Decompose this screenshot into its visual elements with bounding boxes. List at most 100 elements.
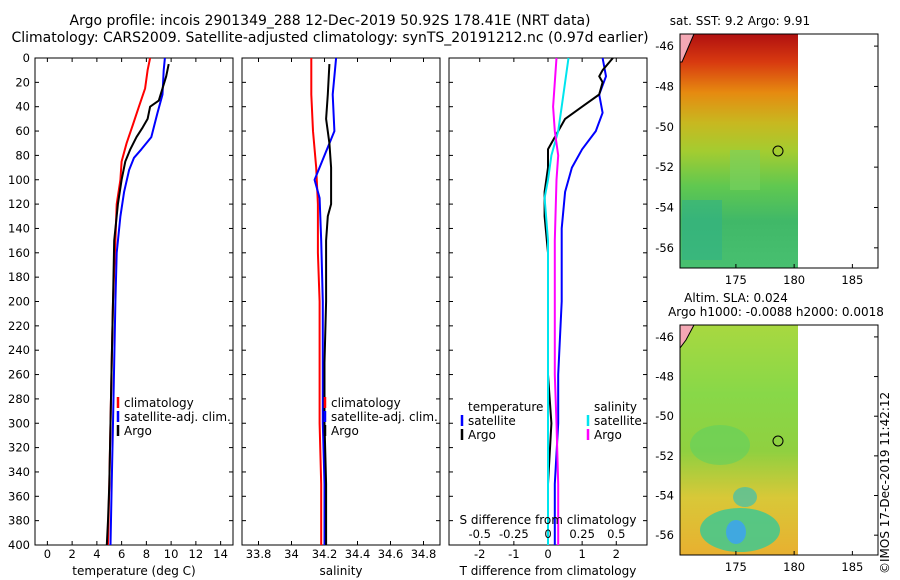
depth-tick-label: 300 <box>8 416 30 430</box>
s-tick-label: 0.5 <box>607 527 625 541</box>
sst-x-ticks: 175 180 185 <box>725 264 863 287</box>
x-axis-label: T difference from climatology <box>459 564 637 578</box>
series-line-argo <box>323 64 333 545</box>
x-tick-label: 2 <box>68 547 75 561</box>
sla-argo-location-marker <box>772 435 784 447</box>
sst-map-frame <box>679 33 879 269</box>
depth-tick-label: 180 <box>8 270 30 284</box>
x-tick-label: -2 <box>474 547 485 561</box>
map-x-tick-label: 175 <box>725 560 747 574</box>
map-y-tick-label: -52 <box>655 160 674 174</box>
sla-no-data <box>798 325 878 555</box>
depth-tick-label: 280 <box>8 392 30 406</box>
sst-patch-cool <box>682 200 722 260</box>
depth-tick-label: 320 <box>8 441 30 455</box>
sla-patch-green <box>690 425 750 465</box>
sla-y-ticks: -46 -48 -50 -52 -54 -56 <box>655 330 878 542</box>
depth-tick-label: 140 <box>8 221 30 235</box>
legend-item: satellite-adj. clim. <box>331 410 438 424</box>
map-x-tick-label: 180 <box>783 560 805 574</box>
depth-tick-label: 340 <box>8 465 30 479</box>
sst-argo-location-marker <box>772 145 784 157</box>
depth-tick-label: 100 <box>8 173 30 187</box>
s-tick-label: -0.25 <box>499 527 529 541</box>
legend-item: climatology <box>331 396 401 410</box>
map-y-tick-label: -52 <box>655 449 674 463</box>
depth-tick-label: 120 <box>8 197 30 211</box>
x-tick-label: 14 <box>213 547 228 561</box>
series-line-t-satellite <box>553 57 607 545</box>
depth-tick-label: 200 <box>8 295 30 309</box>
x-tick-label: 12 <box>189 547 204 561</box>
x-tick-label: 10 <box>164 547 179 561</box>
map-y-tick-label: -48 <box>655 370 674 384</box>
map-x-tick-label: 185 <box>841 273 863 287</box>
s-tick-label: 0.25 <box>569 527 595 541</box>
legend-item: satellite <box>468 414 516 428</box>
s-axis-label: S difference from climatology <box>460 513 637 527</box>
series-line-argo <box>105 63 170 546</box>
series-line-climatology <box>107 57 152 546</box>
sla-map: -46 -48 -50 -52 -54 -56 175 180 185 <box>655 324 879 574</box>
sla-patch-low <box>726 520 746 544</box>
x-tick-label: 8 <box>143 547 150 561</box>
salinity-panel: 33.8 34 34.2 34.4 34.6 34.8 salinity climatolog… <box>241 57 441 578</box>
depth-tick-label: 360 <box>8 489 30 503</box>
legend-item: satellite <box>594 414 642 428</box>
depth-tick-label: 220 <box>8 319 30 333</box>
x-tick-label: 0 <box>544 547 551 561</box>
depth-tick-label: 260 <box>8 368 30 382</box>
depth-tick-label: 0 <box>23 51 30 65</box>
title-line-1: Argo profile: incois 2901349_288 12-Dec-… <box>70 13 591 29</box>
x-tick-label: 34.4 <box>345 547 371 561</box>
x-tick-label: 6 <box>118 547 125 561</box>
legend-title-salinity: salinity <box>594 400 637 414</box>
x-tick-label: -1 <box>508 547 519 561</box>
x-tick-label: 34.2 <box>312 547 338 561</box>
sla-map-title-2: Argo h1000: -0.0088 h2000: 0.0018 <box>668 305 884 319</box>
sla-patch-mid <box>733 487 757 507</box>
sst-y-ticks: -46 -48 -50 -52 -54 -56 <box>655 39 878 255</box>
depth-tick-label: 240 <box>8 343 30 357</box>
sst-patch <box>730 150 760 190</box>
series-line-s-argo <box>552 57 560 545</box>
map-y-tick-label: -54 <box>655 200 674 214</box>
sla-map-frame <box>679 324 879 556</box>
x-tick-label: 33.8 <box>246 547 272 561</box>
legend-item: climatology <box>124 396 194 410</box>
legend-title-temperature: temperature <box>468 400 543 414</box>
title-line-2: Climatology: CARS2009. Satellite-adjuste… <box>11 30 648 46</box>
sla-map-title-1: Altim. SLA: 0.024 <box>684 291 788 305</box>
series-line-climatology <box>310 58 323 545</box>
sla-x-ticks: 175 180 185 <box>725 551 863 574</box>
x-tick-label: 4 <box>93 547 100 561</box>
imos-credit: ©IMOS 17-Dec-2019 11:42:12 <box>878 392 892 574</box>
map-y-tick-label: -50 <box>655 409 674 423</box>
depth-tick-label: 380 <box>8 514 30 528</box>
s-tick-label: -0.5 <box>468 527 490 541</box>
plot-frame <box>34 57 234 546</box>
x-tick-label: 1 <box>578 547 585 561</box>
difference-panel: -2 -1 0 1 2 T difference from climatology -0.5… <box>448 57 648 578</box>
series-line-s-satellite <box>543 57 570 545</box>
s-tick-label: 0 <box>544 527 551 541</box>
map-y-tick-label: -46 <box>655 39 674 53</box>
depth-axis: 0 20 40 60 80 100 120 140 160 180 200 220 240 260 280 3… <box>8 51 30 552</box>
sst-map-title: sat. SST: 9.2 Argo: 9.91 <box>670 14 810 28</box>
map-y-tick-label: -46 <box>655 330 674 344</box>
depth-tick-label: 80 <box>15 148 30 162</box>
depth-tick-label: 60 <box>15 124 30 138</box>
x-tick-label: 0 <box>44 547 51 561</box>
depth-tick-label: 400 <box>8 538 30 552</box>
map-x-tick-label: 185 <box>841 560 863 574</box>
x-axis-label: temperature (deg C) <box>72 564 195 578</box>
map-x-tick-label: 175 <box>725 273 747 287</box>
map-y-tick-label: -54 <box>655 489 674 503</box>
map-y-tick-label: -50 <box>655 120 674 134</box>
legend-item: Argo <box>331 424 359 438</box>
map-y-tick-label: -48 <box>655 79 674 93</box>
depth-tick-label: 20 <box>15 75 30 89</box>
depth-tick-label: 160 <box>8 246 30 260</box>
legend-item: Argo <box>594 428 622 442</box>
